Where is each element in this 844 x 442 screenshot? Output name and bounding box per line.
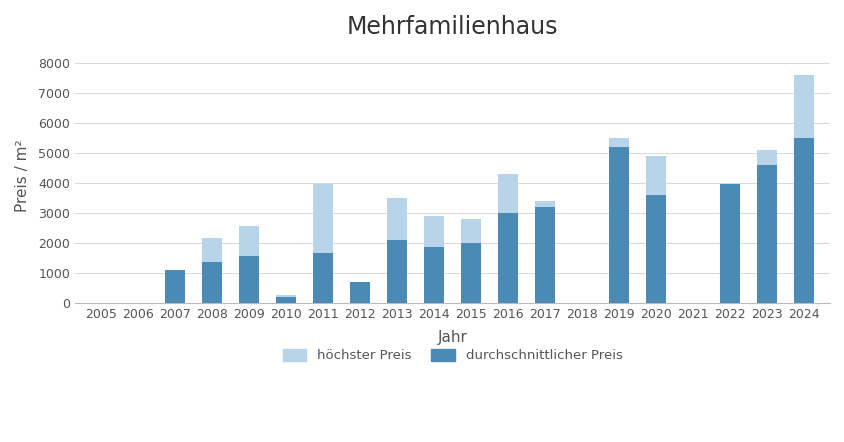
Bar (497, 174, 517, 303)
Legend: höchster Preis, durchschnittlicher Preis: höchster Preis, durchschnittlicher Preis (277, 344, 627, 368)
Y-axis label: Preis / m²: Preis / m² (15, 139, 30, 212)
Bar (239, 226, 259, 303)
Bar (312, 184, 333, 303)
Bar (460, 243, 481, 303)
Bar (534, 201, 555, 303)
Bar (202, 263, 222, 303)
Bar (534, 207, 555, 303)
X-axis label: Jahr: Jahr (437, 330, 467, 345)
Bar (609, 147, 629, 303)
Bar (202, 238, 222, 303)
Bar (756, 150, 776, 303)
Bar (349, 282, 370, 303)
Bar (609, 138, 629, 303)
Bar (756, 165, 776, 303)
Bar (497, 213, 517, 303)
Bar (387, 240, 407, 303)
Title: Mehrfamilienhaus: Mehrfamilienhaus (346, 15, 558, 39)
Bar (312, 253, 333, 303)
Bar (424, 216, 444, 303)
Bar (424, 248, 444, 303)
Bar (719, 184, 739, 303)
Bar (793, 138, 814, 303)
Bar (276, 295, 296, 303)
Bar (387, 198, 407, 303)
Bar (239, 256, 259, 303)
Bar (276, 297, 296, 303)
Bar (793, 75, 814, 303)
Bar (165, 270, 185, 303)
Bar (460, 219, 481, 303)
Bar (645, 156, 665, 303)
Bar (645, 195, 665, 303)
